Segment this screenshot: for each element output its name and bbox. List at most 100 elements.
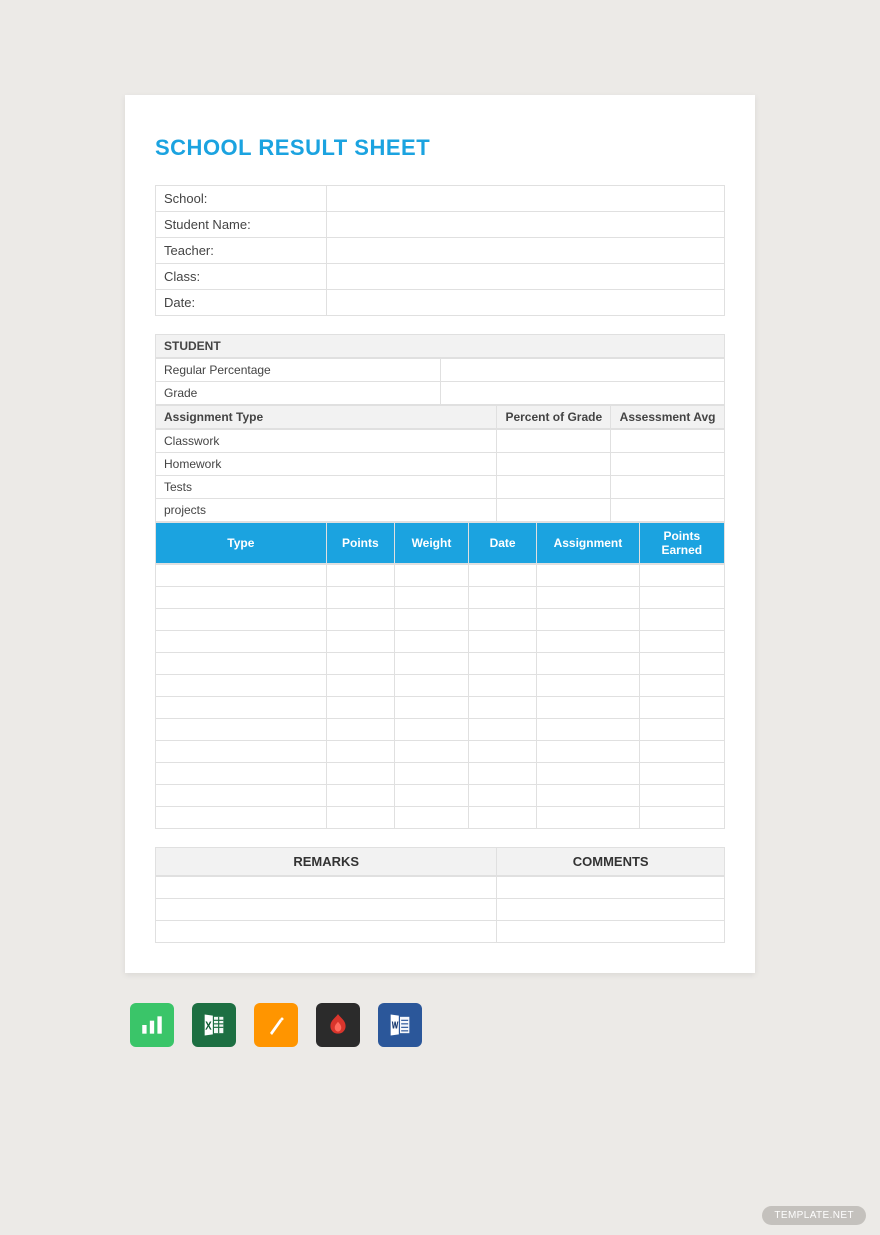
data-cell xyxy=(639,609,724,631)
data-cell xyxy=(394,631,468,653)
page-title: SCHOOL RESULT SHEET xyxy=(155,135,725,161)
student-row-value xyxy=(440,359,725,382)
data-cell xyxy=(156,609,327,631)
data-cell xyxy=(639,631,724,653)
data-cell xyxy=(468,785,536,807)
assignment-percent xyxy=(497,499,611,522)
data-cell xyxy=(468,587,536,609)
table-row xyxy=(156,675,725,697)
assignment-avg xyxy=(611,430,725,453)
data-cell xyxy=(639,785,724,807)
data-cell xyxy=(468,609,536,631)
data-cell xyxy=(326,763,394,785)
data-cell xyxy=(537,631,639,653)
watermark-badge: TEMPLATE.NET xyxy=(762,1206,866,1225)
data-cell xyxy=(468,697,536,719)
data-cell xyxy=(156,719,327,741)
table-row xyxy=(156,565,725,587)
data-cell xyxy=(537,697,639,719)
document-page: SCHOOL RESULT SHEET School:Student Name:… xyxy=(125,95,755,973)
info-value xyxy=(326,290,724,316)
data-cell xyxy=(537,785,639,807)
student-row-label: Grade xyxy=(156,382,441,405)
comments-cell xyxy=(497,899,725,921)
assignment-avg xyxy=(611,453,725,476)
remarks-table: REMARKS COMMENTS xyxy=(155,847,725,876)
data-cell xyxy=(326,785,394,807)
data-cell xyxy=(639,587,724,609)
data-cell xyxy=(537,609,639,631)
data-cell xyxy=(326,675,394,697)
remarks-cell xyxy=(156,899,497,921)
assignment-name: projects xyxy=(156,499,497,522)
info-value xyxy=(326,264,724,290)
student-header: STUDENT xyxy=(156,335,725,358)
remarks-cell xyxy=(156,877,497,899)
pages-icon[interactable] xyxy=(254,1003,298,1047)
table-row xyxy=(156,653,725,675)
comments-cell xyxy=(497,877,725,899)
info-label: Teacher: xyxy=(156,238,327,264)
data-cell xyxy=(394,741,468,763)
data-col-header: Type xyxy=(156,523,327,564)
data-cell xyxy=(156,763,327,785)
data-cell xyxy=(468,763,536,785)
data-cell xyxy=(156,587,327,609)
data-cell xyxy=(537,565,639,587)
data-cell xyxy=(639,697,724,719)
data-cell xyxy=(394,807,468,829)
data-cell xyxy=(394,587,468,609)
assignment-percent xyxy=(497,476,611,499)
table-row xyxy=(156,719,725,741)
numbers-icon[interactable] xyxy=(130,1003,174,1047)
format-icons-row xyxy=(130,1003,880,1047)
pdf-icon[interactable] xyxy=(316,1003,360,1047)
data-cell xyxy=(468,565,536,587)
remarks-header: REMARKS xyxy=(156,848,497,876)
data-cell xyxy=(468,719,536,741)
comments-header: COMMENTS xyxy=(497,848,725,876)
data-col-header: Points xyxy=(326,523,394,564)
col-assessment-avg: Assessment Avg xyxy=(611,406,725,429)
data-cell xyxy=(156,631,327,653)
assignment-percent xyxy=(497,430,611,453)
word-icon[interactable] xyxy=(378,1003,422,1047)
data-cell xyxy=(326,565,394,587)
info-table: School:Student Name:Teacher:Class:Date: xyxy=(155,185,725,316)
data-cell xyxy=(326,807,394,829)
data-cell xyxy=(468,807,536,829)
data-cell xyxy=(326,719,394,741)
data-cell xyxy=(156,565,327,587)
info-label: Student Name: xyxy=(156,212,327,238)
table-row xyxy=(156,587,725,609)
data-cell xyxy=(156,697,327,719)
data-cell xyxy=(326,631,394,653)
data-cell xyxy=(394,719,468,741)
excel-icon[interactable] xyxy=(192,1003,236,1047)
table-row xyxy=(156,741,725,763)
data-cell xyxy=(156,741,327,763)
data-cell xyxy=(537,741,639,763)
data-cell xyxy=(394,763,468,785)
data-cell xyxy=(326,609,394,631)
data-cell xyxy=(394,675,468,697)
data-col-header: Weight xyxy=(394,523,468,564)
info-value xyxy=(326,212,724,238)
data-cell xyxy=(394,653,468,675)
assignment-table: Assignment Type Percent of Grade Assessm… xyxy=(155,405,725,429)
data-cell xyxy=(468,653,536,675)
student-rows-table: Regular PercentageGrade xyxy=(155,358,725,405)
data-cell xyxy=(326,697,394,719)
table-row xyxy=(156,609,725,631)
data-cell xyxy=(639,719,724,741)
data-cell xyxy=(639,807,724,829)
data-cell xyxy=(468,741,536,763)
data-cell xyxy=(639,565,724,587)
data-cell xyxy=(394,565,468,587)
assignment-percent xyxy=(497,453,611,476)
info-label: School: xyxy=(156,186,327,212)
data-cell xyxy=(394,697,468,719)
assignment-types-table: ClassworkHomeworkTestsprojects xyxy=(155,429,725,522)
data-cell xyxy=(639,763,724,785)
student-row-value xyxy=(440,382,725,405)
